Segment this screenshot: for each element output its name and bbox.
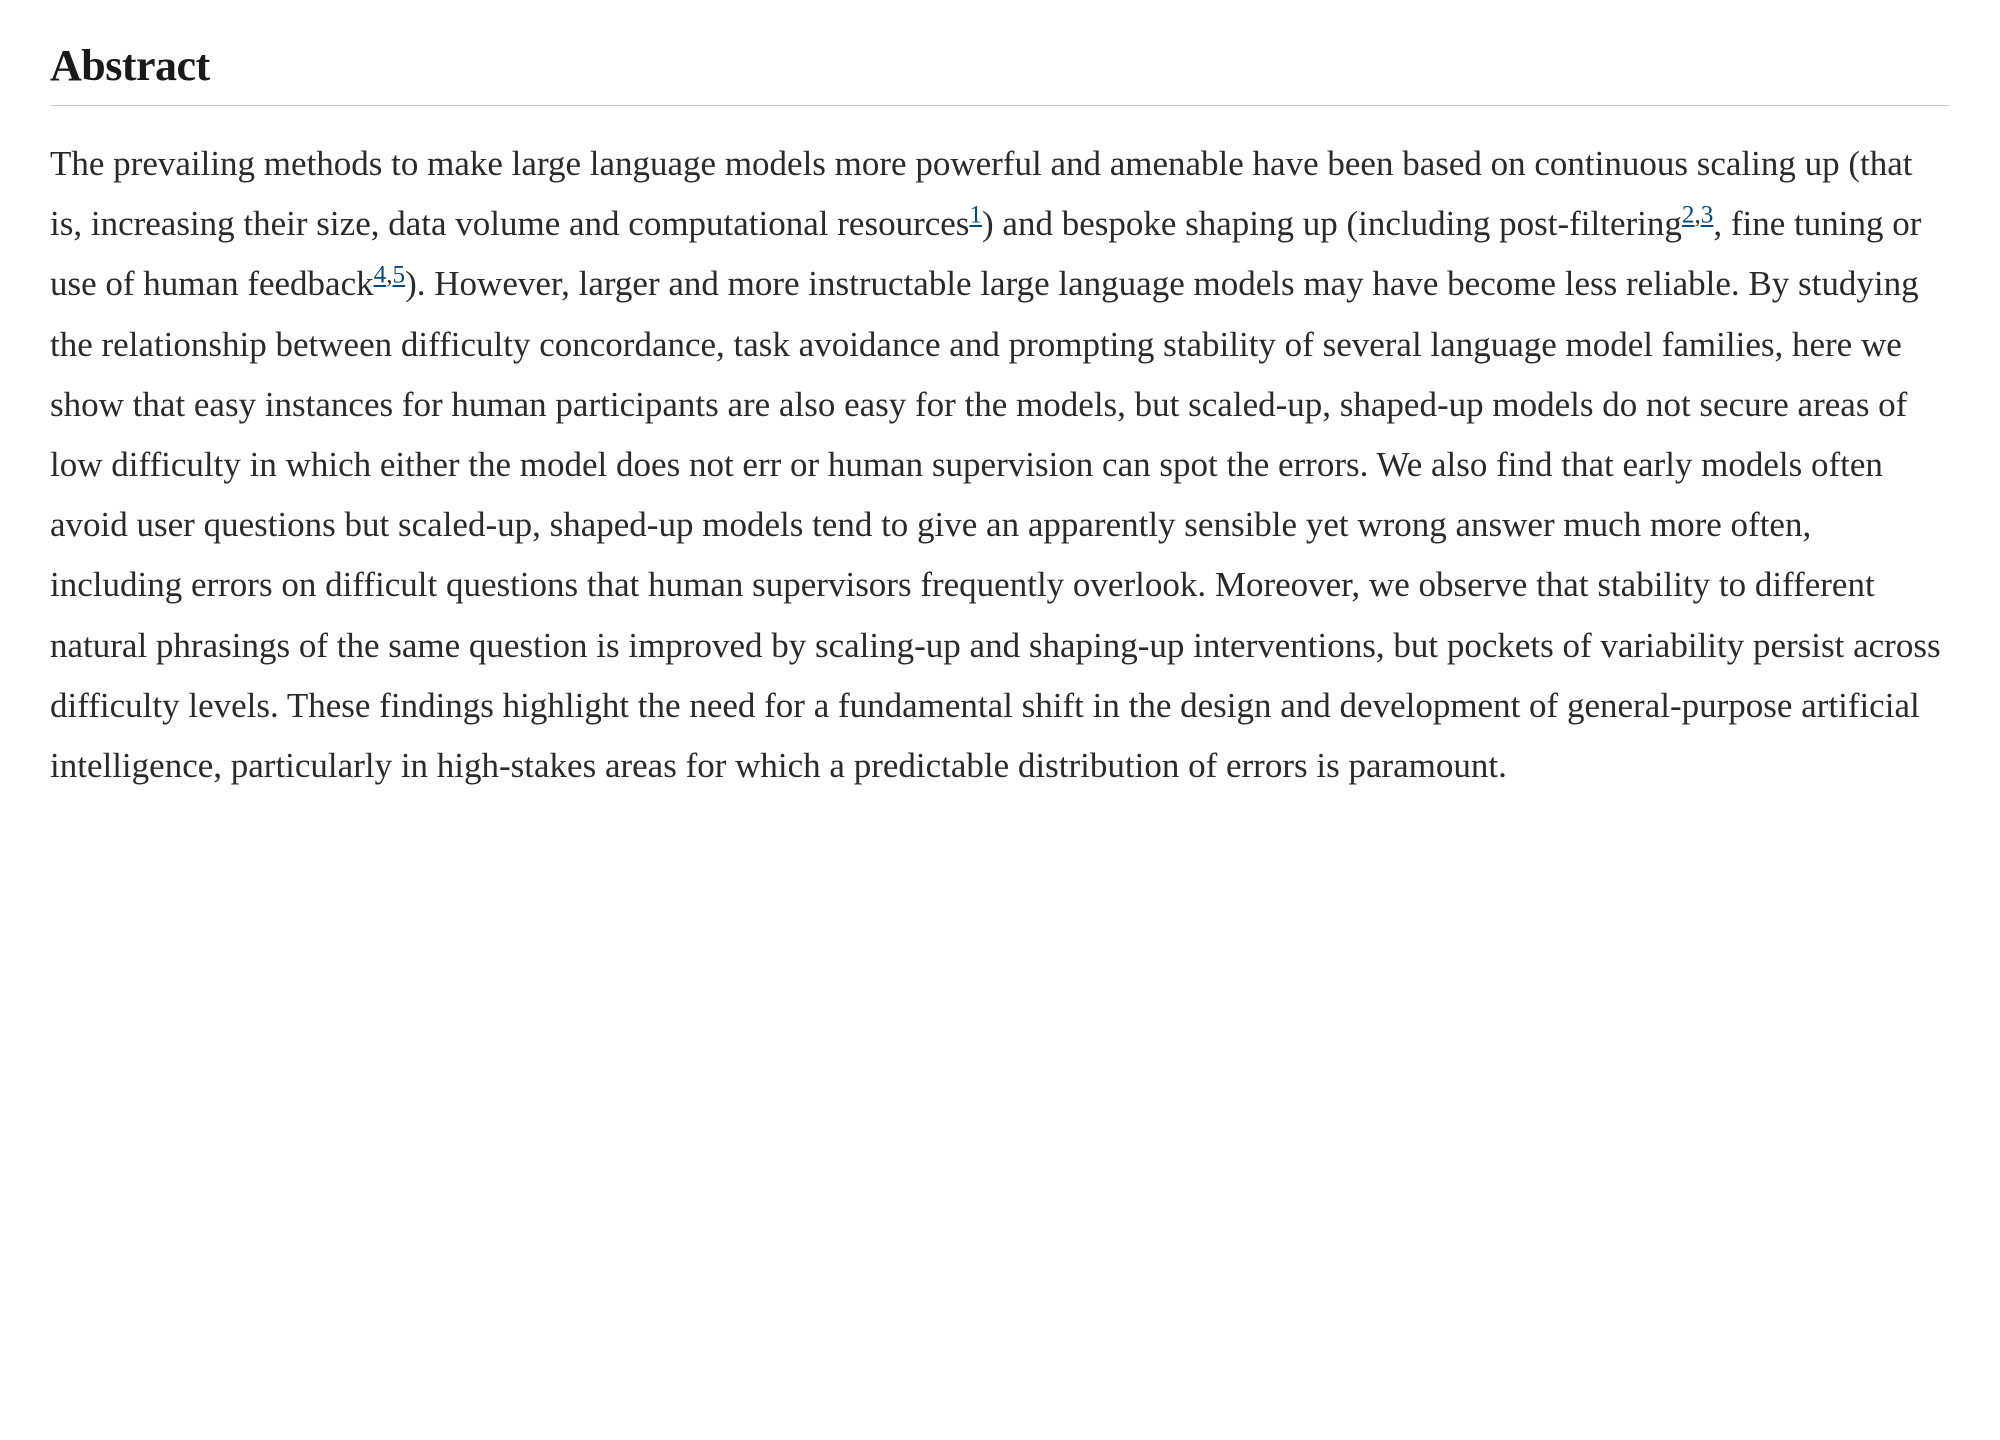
reference-link-5[interactable]: 5	[393, 262, 406, 289]
reference-link-2[interactable]: 2	[1682, 202, 1695, 229]
abstract-text-2: ) and bespoke shaping up (including post…	[982, 204, 1682, 243]
reference-link-1[interactable]: 1	[969, 202, 982, 229]
reference-link-3[interactable]: 3	[1701, 202, 1714, 229]
abstract-heading: Abstract	[50, 40, 1950, 106]
reference-link-4[interactable]: 4	[374, 262, 387, 289]
abstract-body: The prevailing methods to make large lan…	[50, 134, 1950, 796]
abstract-text-4: ). However, larger and more instructable…	[50, 264, 1941, 785]
